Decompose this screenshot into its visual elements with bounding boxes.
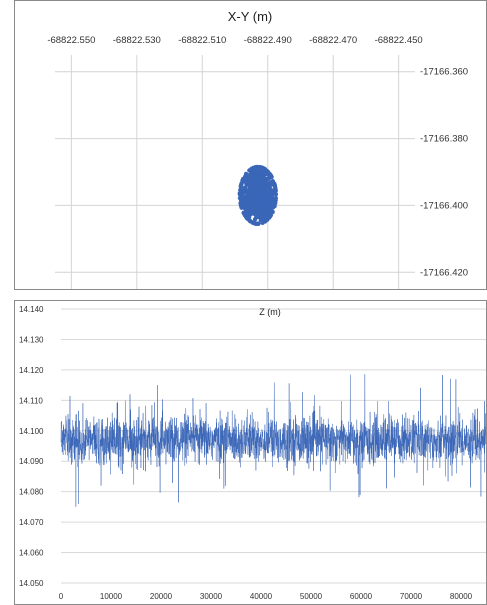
xy-data-point — [250, 182, 255, 188]
z-y-tick-labels: 14.140 14.130 14.120 14.110 14.100 14.090 14.0… — [19, 305, 44, 588]
z-x-tick-label: 50000 — [300, 592, 323, 601]
xy-data-point — [248, 173, 254, 178]
xy-data-point — [249, 191, 254, 196]
xy-gridlines — [55, 55, 415, 289]
xy-data-point — [272, 181, 277, 186]
z-x-tick-label: 70000 — [400, 592, 423, 601]
xy-data-point — [254, 170, 259, 176]
xy-y-tick-labels: -17166.360 -17166.380 -17166.400 -17166.420 — [420, 67, 468, 279]
z-x-tick-label: 30000 — [200, 592, 223, 601]
xy-data-point — [266, 215, 272, 220]
z-chart-svg: Z (m) 0 10000 20000 30000 40000 50000 60000 700… — [19, 305, 486, 601]
xy-data-point — [269, 193, 275, 199]
xy-x-tick-label: -68822.490 — [244, 35, 292, 46]
z-x-tick-label: 40000 — [250, 592, 273, 601]
xy-data-point — [254, 200, 260, 205]
z-y-tick-label: 14.050 — [19, 579, 44, 588]
xy-data-point — [241, 210, 246, 215]
xy-data-point — [254, 179, 259, 184]
xy-data-point — [264, 204, 270, 209]
xy-data-point — [243, 171, 249, 177]
xy-data-point — [239, 182, 244, 187]
xy-data-point — [246, 200, 251, 205]
z-x-tick-label: 20000 — [150, 592, 173, 601]
xy-data-point — [251, 195, 257, 201]
xy-data-point — [238, 187, 243, 193]
xy-y-tick-label: -17166.380 — [420, 134, 468, 145]
xy-data-point — [258, 217, 264, 223]
z-y-tick-label: 14.070 — [19, 518, 44, 527]
xy-data-point — [243, 188, 249, 193]
xy-data-point — [250, 168, 255, 174]
z-y-tick-label: 14.100 — [19, 427, 44, 436]
xy-data-point — [240, 176, 246, 182]
xy-data-point — [272, 204, 277, 209]
xy-data-point — [261, 175, 266, 180]
z-y-tick-label: 14.130 — [19, 335, 44, 344]
xy-data-point — [237, 191, 243, 196]
z-x-tick-labels: 0 10000 20000 30000 40000 50000 60000 70000 8000… — [59, 592, 473, 601]
xy-data-point — [259, 193, 264, 199]
xy-data-point — [242, 196, 248, 202]
xy-y-tick-label: -17166.360 — [420, 67, 468, 78]
z-y-tick-label: 14.060 — [19, 549, 44, 558]
z-y-tick-label: 14.090 — [19, 457, 44, 466]
xy-data-point — [263, 171, 269, 177]
z-y-tick-label: 14.110 — [19, 396, 43, 405]
xy-data-point — [251, 211, 256, 216]
xy-y-tick-label: -17166.400 — [420, 200, 468, 211]
xy-data-point — [263, 187, 268, 193]
xy-data-point — [264, 207, 269, 213]
xy-data-point — [266, 190, 271, 195]
xy-x-tick-label: -68822.510 — [178, 35, 226, 46]
xy-data-point — [260, 202, 265, 208]
xy-x-tick-label: -68822.550 — [47, 35, 95, 46]
z-chart-title: Z (m) — [259, 307, 281, 317]
xy-data-point — [260, 188, 265, 194]
xy-scatter-points — [237, 164, 279, 227]
z-y-tick-label: 14.080 — [19, 488, 44, 497]
xy-chart-title: X-Y (m) — [228, 9, 273, 24]
xy-data-point — [273, 188, 278, 194]
xy-y-tick-label: -17166.420 — [420, 267, 468, 278]
xy-data-point — [273, 192, 279, 197]
xy-data-point — [262, 213, 267, 218]
xy-data-point — [267, 175, 272, 180]
xy-data-point — [252, 221, 257, 226]
xy-x-tick-label: -68822.470 — [309, 35, 357, 46]
xy-x-tick-label: -68822.530 — [113, 35, 161, 46]
xy-data-point — [245, 211, 251, 217]
xy-data-point — [263, 195, 269, 201]
xy-data-point — [252, 203, 257, 208]
xy-data-point — [245, 205, 250, 210]
xy-data-point — [258, 178, 263, 183]
xy-data-point — [238, 200, 243, 206]
z-x-tick-label: 10000 — [100, 592, 123, 601]
z-x-tick-label: 80000 — [450, 592, 473, 601]
z-x-tick-label: 60000 — [350, 592, 373, 601]
z-series-line — [60, 374, 486, 507]
z-x-tick-label: 0 — [59, 592, 64, 601]
xy-data-point — [253, 182, 259, 188]
xy-chart: X-Y (m) -68822.550 -68822.530 -68822.510 -6… — [14, 0, 487, 290]
xy-data-point — [255, 213, 261, 219]
z-y-tick-label: 14.140 — [19, 305, 44, 314]
xy-data-point — [244, 215, 250, 221]
xy-x-tick-label: -68822.450 — [375, 35, 423, 46]
xy-x-tick-labels: -68822.550 -68822.530 -68822.510 -68822.490… — [47, 35, 422, 46]
z-chart: Z (m) 0 10000 20000 30000 40000 50000 60000 700… — [14, 300, 487, 605]
xy-chart-svg: X-Y (m) -68822.550 -68822.530 -68822.510 -6… — [47, 9, 468, 289]
z-y-tick-label: 14.120 — [19, 366, 44, 375]
xy-data-point — [239, 205, 244, 210]
